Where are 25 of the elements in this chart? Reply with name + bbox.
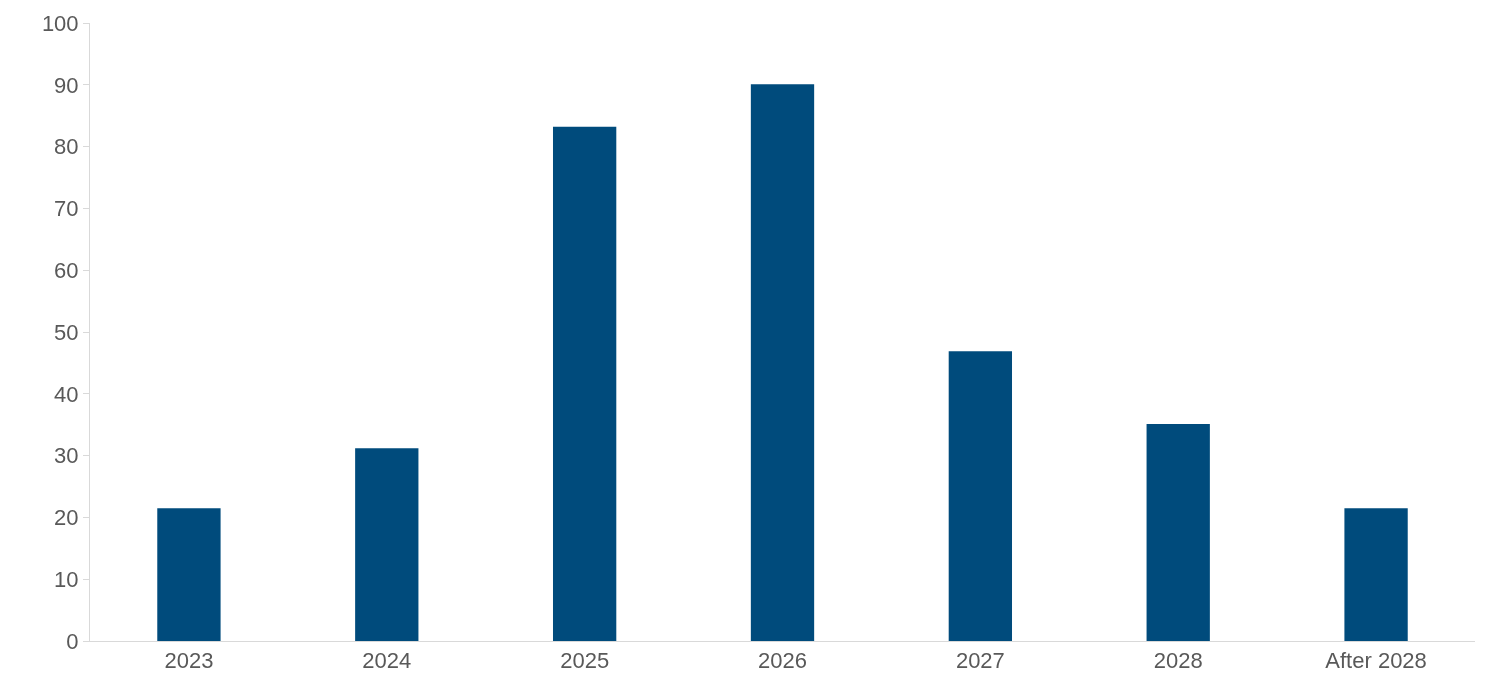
x-tick-label: 2023 (164, 648, 214, 674)
x-tick-label: 2028 (1153, 648, 1203, 674)
x-tick-label: 2027 (955, 648, 1005, 674)
y-tick-label: 70 (54, 196, 79, 222)
bar (750, 84, 815, 641)
y-tick-label: 100 (41, 10, 79, 36)
bar (948, 351, 1013, 641)
bar (1146, 424, 1210, 641)
x-tick-label: After 2028 (1325, 648, 1427, 674)
y-tick-label: 40 (54, 381, 79, 407)
x-tick-label: 2025 (560, 648, 610, 674)
y-tick-label: 0 (66, 628, 79, 654)
y-tick-label: 80 (54, 134, 79, 160)
x-tick-label: 2024 (362, 648, 412, 674)
bar (157, 508, 221, 641)
y-tick-label: 30 (54, 443, 79, 469)
y-tick-label: 90 (54, 72, 79, 98)
y-tick-label: 60 (54, 257, 79, 283)
bar (1344, 508, 1408, 641)
y-tick-label: 50 (54, 319, 79, 345)
bar (552, 126, 617, 641)
x-tick-label: 2026 (758, 648, 807, 674)
bar (355, 448, 419, 641)
y-tick-label: 20 (54, 505, 79, 531)
y-tick-label: 10 (54, 566, 79, 592)
